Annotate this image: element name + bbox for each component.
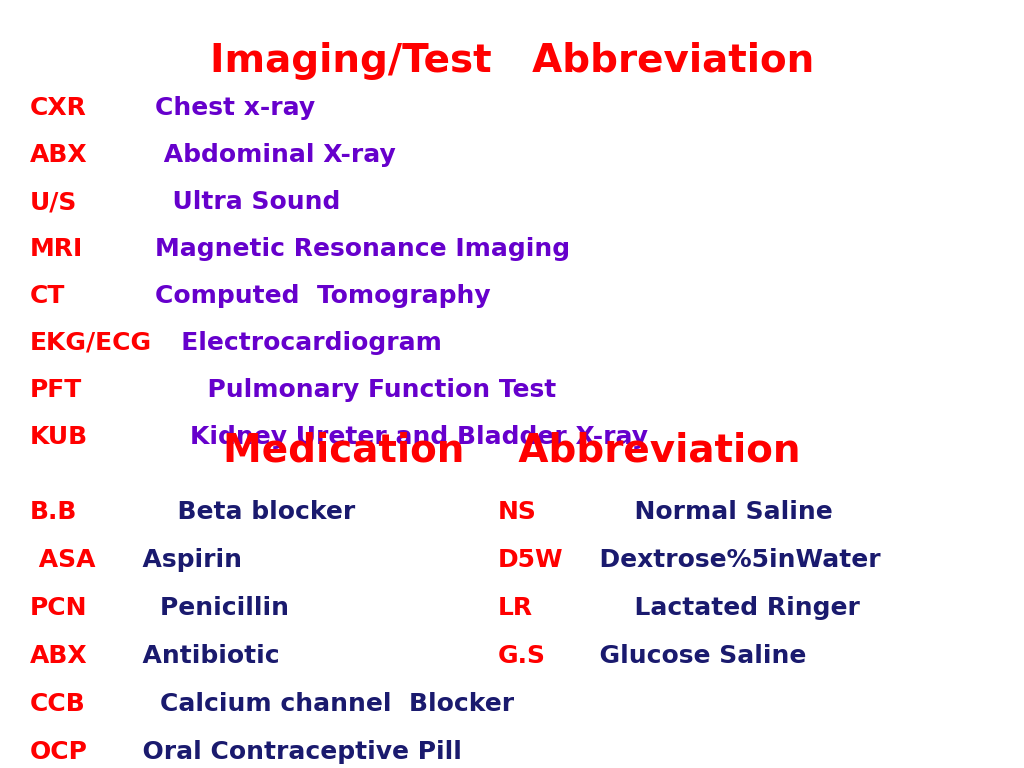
Text: U/S: U/S	[30, 190, 78, 214]
Text: G.S: G.S	[498, 644, 546, 668]
Text: MRI: MRI	[30, 237, 83, 261]
Text: Electrocardiogram: Electrocardiogram	[155, 331, 442, 355]
Text: Beta blocker: Beta blocker	[125, 500, 355, 524]
Text: PCN: PCN	[30, 596, 87, 620]
Text: Lactated Ringer: Lactated Ringer	[582, 596, 860, 620]
Text: Penicillin: Penicillin	[125, 596, 289, 620]
Text: Pulmonary Function Test: Pulmonary Function Test	[155, 378, 556, 402]
Text: Kidney Ureter and Bladder X-ray: Kidney Ureter and Bladder X-ray	[155, 425, 648, 449]
Text: Dextrose%5inWater: Dextrose%5inWater	[582, 548, 881, 572]
Text: Magnetic Resonance Imaging: Magnetic Resonance Imaging	[155, 237, 570, 261]
Text: KUB: KUB	[30, 425, 88, 449]
Text: Ultra Sound: Ultra Sound	[155, 190, 340, 214]
Text: Glucose Saline: Glucose Saline	[582, 644, 806, 668]
Text: ASA: ASA	[30, 548, 95, 572]
Text: Oral Contraceptive Pill: Oral Contraceptive Pill	[125, 740, 462, 764]
Text: LR: LR	[498, 596, 534, 620]
Text: PFT: PFT	[30, 378, 82, 402]
Text: ABX: ABX	[30, 644, 88, 668]
Text: Imaging/Test   Abbreviation: Imaging/Test Abbreviation	[210, 42, 814, 80]
Text: Calcium channel  Blocker: Calcium channel Blocker	[125, 692, 514, 716]
Text: B.B: B.B	[30, 500, 78, 524]
Text: Aspirin: Aspirin	[125, 548, 242, 572]
Text: D5W: D5W	[498, 548, 563, 572]
Text: CCB: CCB	[30, 692, 86, 716]
Text: Abdominal X-ray: Abdominal X-ray	[155, 143, 395, 167]
Text: Antibiotic: Antibiotic	[125, 644, 280, 668]
Text: ABX: ABX	[30, 143, 88, 167]
Text: NS: NS	[498, 500, 537, 524]
Text: CT: CT	[30, 284, 66, 308]
Text: Computed  Tomography: Computed Tomography	[155, 284, 490, 308]
Text: OCP: OCP	[30, 740, 88, 764]
Text: Normal Saline: Normal Saline	[582, 500, 833, 524]
Text: Chest x-ray: Chest x-ray	[155, 96, 315, 120]
Text: CXR: CXR	[30, 96, 87, 120]
Text: EKG/ECG: EKG/ECG	[30, 331, 153, 355]
Text: Medication    Abbreviation: Medication Abbreviation	[223, 432, 801, 470]
